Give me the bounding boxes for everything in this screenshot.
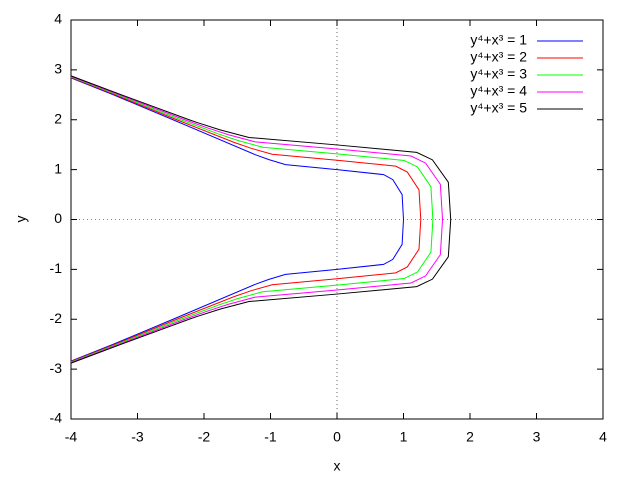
x-tick-label: -4: [65, 429, 78, 445]
legend-label: y⁴+x³ = 1: [470, 32, 527, 48]
curve: [70, 75, 444, 364]
legend-label: y⁴+x³ = 5: [470, 100, 527, 116]
y-tick-label: -1: [50, 260, 63, 276]
x-tick-label: -1: [264, 429, 277, 445]
curve: [70, 76, 422, 363]
curve: [70, 75, 452, 364]
y-tick-label: 3: [54, 61, 62, 77]
x-tick-label: 3: [533, 429, 541, 445]
legend-label: y⁴+x³ = 4: [470, 83, 527, 99]
y-tick-label: 2: [54, 110, 62, 126]
y-tick-label: 0: [54, 210, 62, 226]
legend-label: y⁴+x³ = 2: [470, 49, 527, 65]
x-tick-label: 2: [466, 429, 474, 445]
curve: [70, 76, 434, 363]
x-tick-label: -3: [131, 429, 144, 445]
x-tick-label: -2: [198, 429, 211, 445]
x-tick-label: 1: [400, 429, 408, 445]
y-axis-label: y: [13, 216, 29, 223]
y-tick-label: -3: [50, 360, 63, 376]
x-axis-label: x: [334, 458, 341, 474]
x-tick-label: 4: [599, 429, 607, 445]
y-tick-label: -2: [50, 310, 63, 326]
y-tick-label: -4: [50, 410, 63, 426]
y-tick-label: 4: [54, 11, 62, 27]
x-tick-label: 0: [333, 429, 341, 445]
y-tick-label: 1: [54, 160, 62, 176]
curve: [70, 77, 405, 362]
plot-border: [70, 19, 604, 420]
legend-label: y⁴+x³ = 3: [470, 66, 527, 82]
